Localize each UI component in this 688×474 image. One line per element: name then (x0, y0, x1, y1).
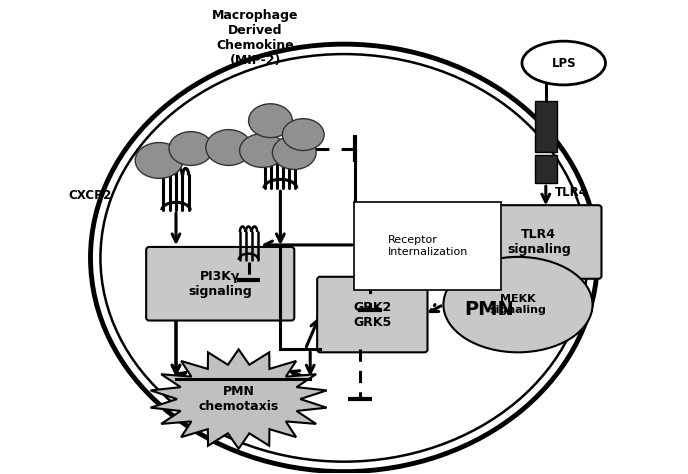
Text: LPS: LPS (551, 56, 576, 70)
FancyBboxPatch shape (146, 247, 294, 320)
Text: MEKK
signaling: MEKK signaling (490, 294, 546, 315)
Ellipse shape (522, 41, 605, 85)
FancyBboxPatch shape (317, 277, 427, 352)
Ellipse shape (248, 104, 292, 137)
Text: TLR4
signaling: TLR4 signaling (507, 228, 571, 256)
FancyBboxPatch shape (535, 155, 557, 183)
Ellipse shape (169, 132, 213, 165)
Text: CXCR2: CXCR2 (68, 189, 111, 202)
Ellipse shape (206, 129, 252, 165)
Text: Receptor
Internalization: Receptor Internalization (388, 235, 468, 256)
Ellipse shape (136, 143, 183, 178)
FancyBboxPatch shape (476, 205, 601, 279)
Text: PI3Kγ
signaling: PI3Kγ signaling (189, 270, 252, 298)
Ellipse shape (282, 118, 324, 151)
Ellipse shape (239, 134, 286, 167)
Text: PMN
chemotaxis: PMN chemotaxis (199, 385, 279, 413)
FancyBboxPatch shape (535, 101, 557, 153)
Text: Macrophage
Derived
Chemokine
(MIP-2): Macrophage Derived Chemokine (MIP-2) (213, 9, 299, 67)
Ellipse shape (443, 257, 592, 352)
Text: GRK2
GRK5: GRK2 GRK5 (353, 301, 391, 328)
Ellipse shape (272, 136, 316, 169)
Text: TLR4: TLR4 (555, 186, 588, 199)
Polygon shape (151, 349, 327, 449)
Text: PMN: PMN (464, 300, 514, 319)
